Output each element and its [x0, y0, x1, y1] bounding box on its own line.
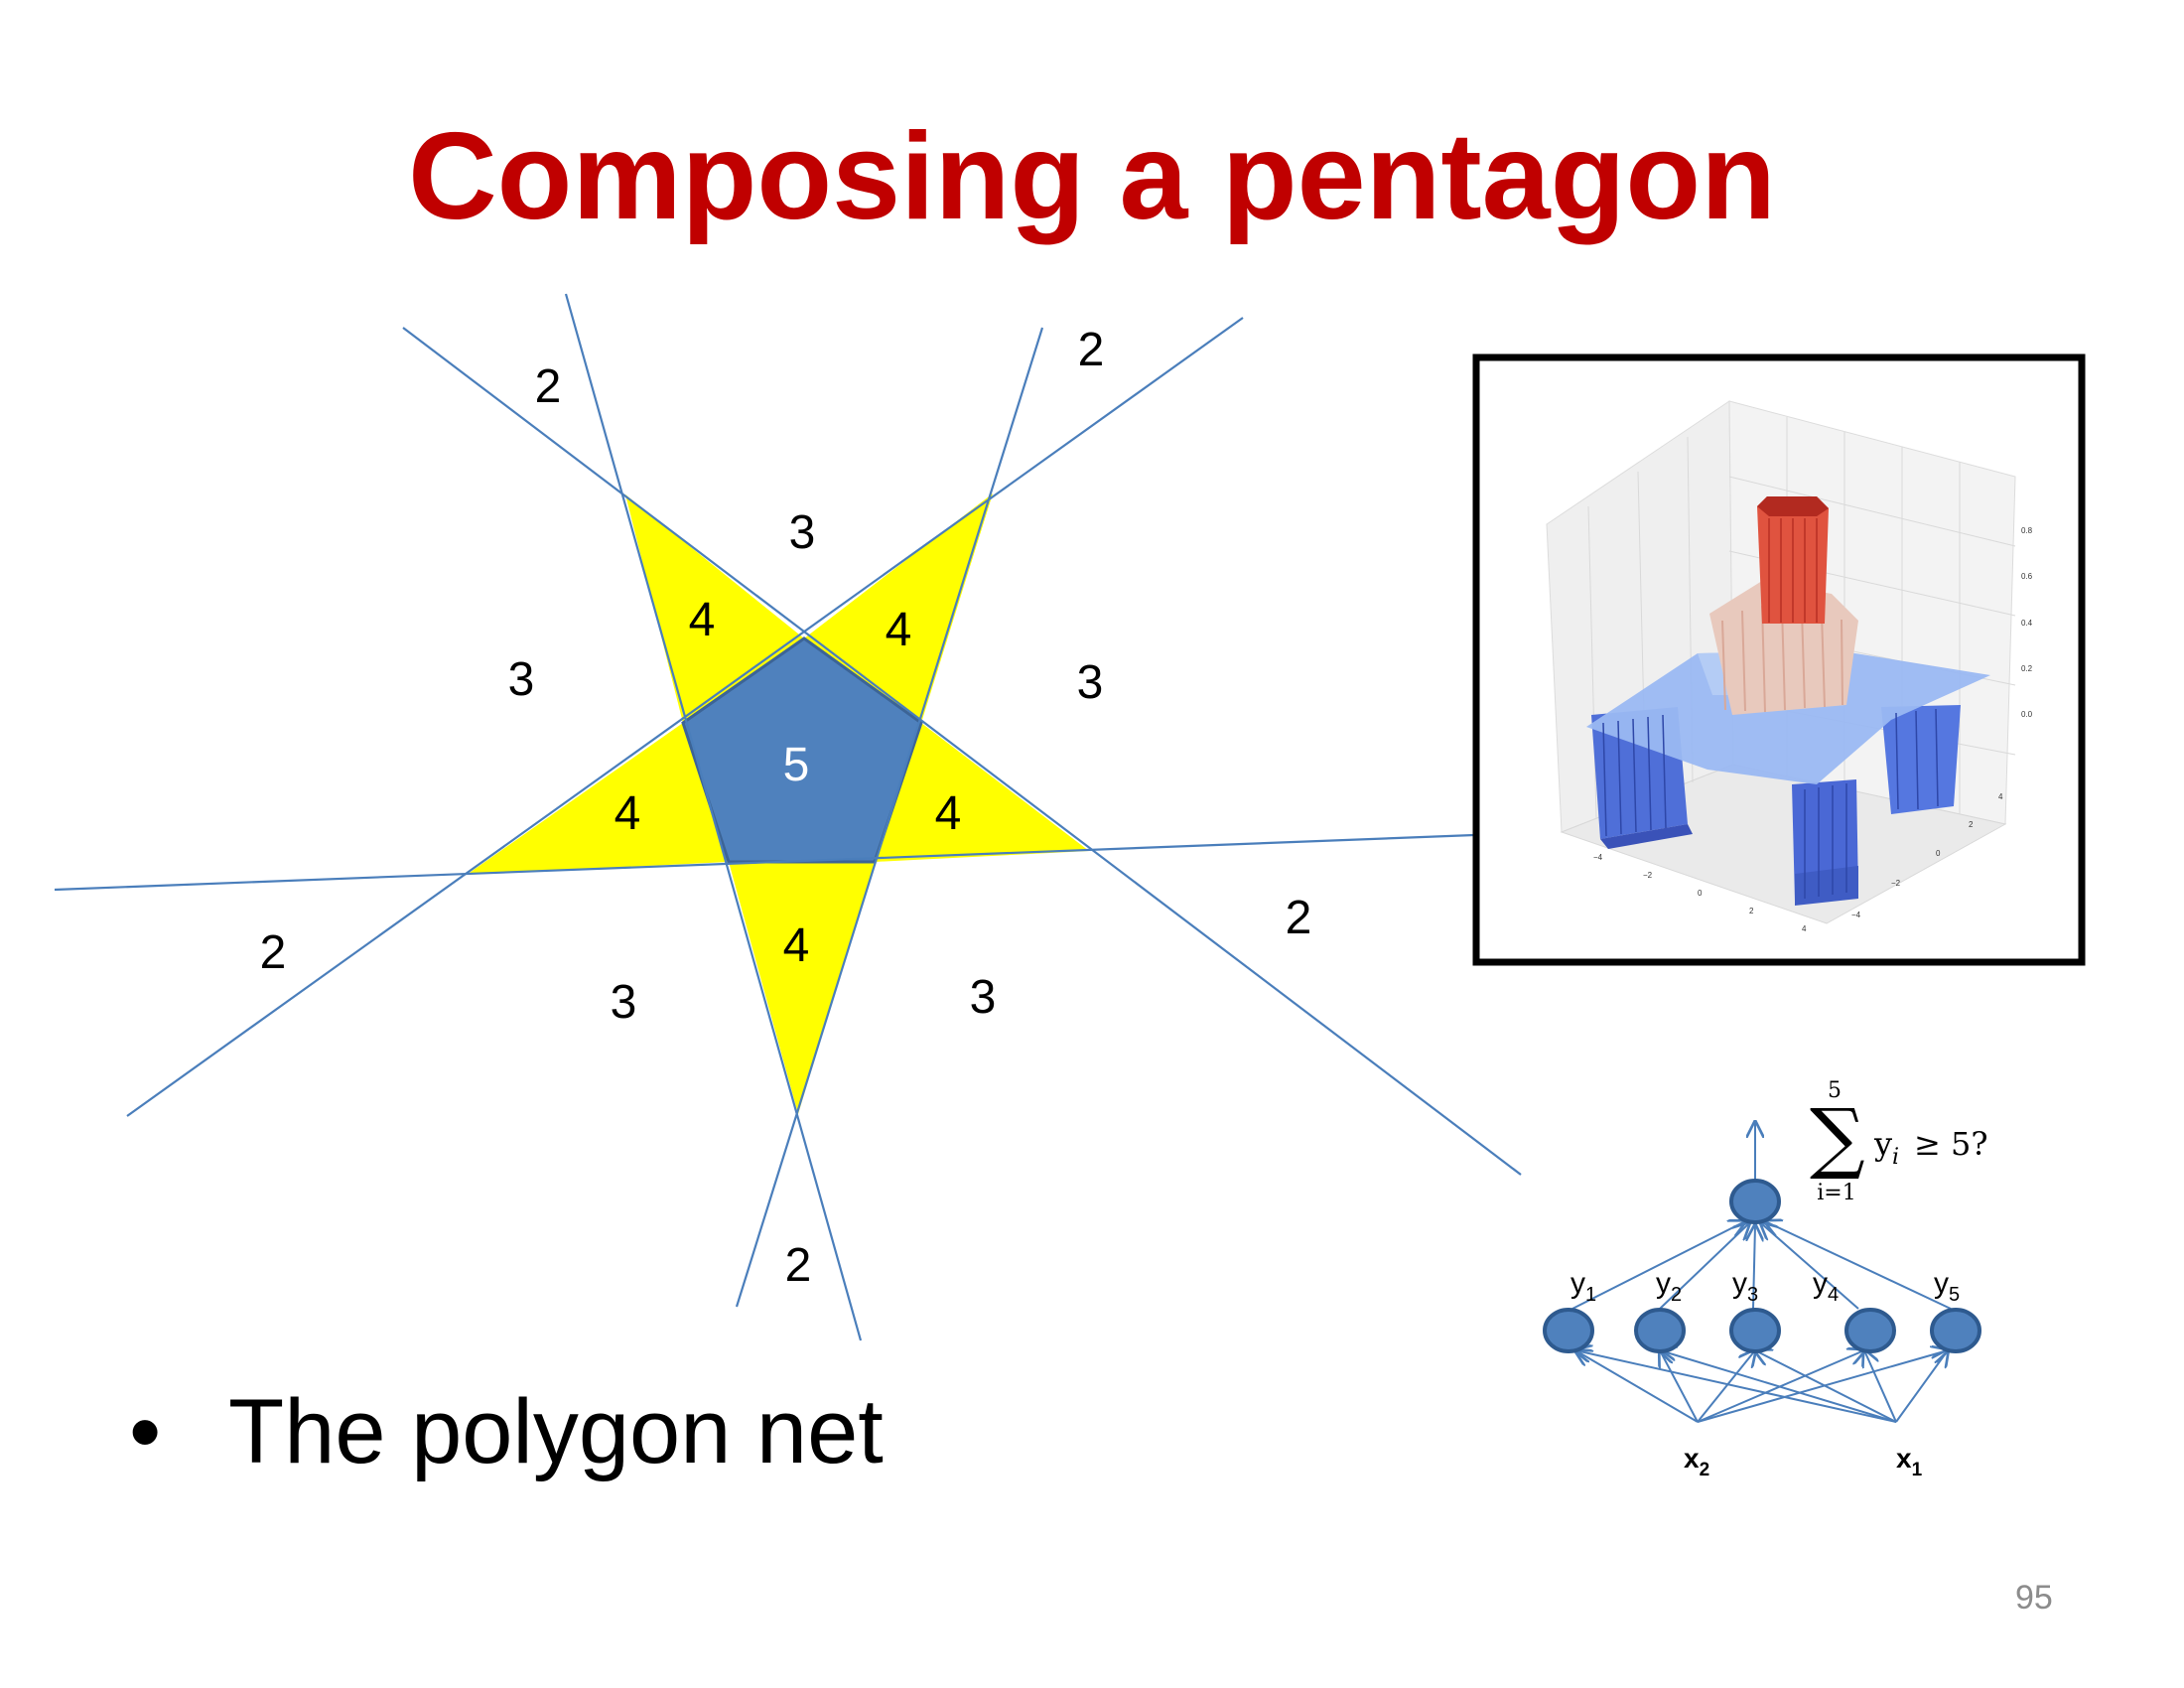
boundary-lines [54, 293, 1522, 1341]
input-labels: x2 x1 [1684, 1443, 1923, 1480]
triangle-bottom [729, 862, 875, 1114]
sum-lower-limit: i=1 [1817, 1181, 1855, 1205]
boundary-line-2 [564, 293, 863, 1341]
input-edges [1575, 1350, 1948, 1423]
z-tick-label: 0.0 [2021, 710, 2033, 719]
x-tick-label: 2 [1749, 907, 1754, 915]
svg-text:y5: y5 [1934, 1267, 1960, 1306]
triangle-left [467, 723, 729, 875]
bullet-point: • The polygon net [129, 1380, 884, 1484]
sum-condition: ≥ 5? [1914, 1125, 1988, 1163]
sum-sigma-symbol: ∑ [1810, 1093, 1865, 1183]
svg-text:y3: y3 [1732, 1267, 1758, 1306]
region-label-triangle: 4 [614, 787, 641, 840]
hidden-edges [1571, 1221, 1952, 1310]
region-label-middle: 3 [789, 506, 816, 559]
x-tick-label: 4 [1802, 924, 1807, 933]
region-label-outer: 2 [785, 1239, 812, 1292]
svg-text:y4: y4 [1813, 1267, 1839, 1306]
network-nodes [1543, 1179, 1981, 1353]
boundary-line-4 [126, 317, 1244, 1117]
triangle-right [875, 723, 1089, 862]
hidden-node-5 [1930, 1308, 1981, 1353]
slide-title: Composing a pentagon [408, 108, 1776, 245]
svg-text:y2: y2 [1656, 1267, 1682, 1306]
surface-peak-top [1757, 496, 1829, 516]
region-label-outer: 2 [260, 926, 287, 979]
svg-text:x1: x1 [1896, 1443, 1923, 1480]
region-label-middle: 3 [611, 976, 637, 1029]
surface-leg-ribs [1602, 708, 1939, 899]
page-number: 95 [2015, 1579, 2053, 1617]
region-label-triangle: 4 [886, 604, 912, 656]
region-label-triangle: 4 [689, 594, 716, 646]
surface-plateau [1586, 650, 1990, 784]
svg-text:y1: y1 [1570, 1267, 1596, 1306]
z-tick-label: 0.6 [2021, 572, 2033, 581]
sum-summand: y [1873, 1125, 1892, 1163]
hidden-node-2 [1634, 1308, 1686, 1353]
sum-upper-limit: 5 [1828, 1078, 1842, 1103]
surface-blue-legs [1591, 705, 1961, 906]
boundary-line-5 [54, 833, 1475, 892]
depth-tick-label: −2 [1891, 879, 1901, 888]
boundary-line-1 [402, 327, 1522, 1176]
surface-peak-ribs [1768, 518, 1818, 623]
x-tick-label: 0 [1698, 889, 1703, 898]
hidden-label: y [1656, 1267, 1671, 1300]
z-tick-label: 0.8 [2021, 526, 2033, 535]
depth-tick-label: 2 [1969, 820, 1974, 829]
region-label-middle: 3 [970, 971, 997, 1024]
hidden-node-1 [1543, 1308, 1594, 1353]
region-label-outer: 2 [1078, 324, 1105, 376]
bullet-dot-icon: • [129, 1381, 162, 1482]
hidden-labels: y1 y2 y3 y4 y5 [1570, 1267, 1960, 1306]
svg-text:x2: x2 [1684, 1443, 1709, 1480]
boundary-line-3 [735, 327, 1044, 1308]
output-formula: 5 ∑ i=1 y i ≥ 5? [1810, 1078, 1988, 1205]
depth-tick-label: −4 [1851, 911, 1861, 919]
sum-summand-subscript: i [1892, 1145, 1899, 1170]
region-label-triangle: 4 [935, 787, 962, 840]
region-label-middle: 3 [1077, 656, 1104, 709]
triangle-top-right [804, 493, 993, 723]
hidden-label: y [1934, 1267, 1949, 1300]
z-tick-label: 0.2 [2021, 664, 2033, 673]
hidden-label: y [1570, 1267, 1585, 1300]
hidden-label: y [1813, 1267, 1828, 1300]
surface-plot-inset: 0.0 0.2 0.4 0.6 0.8 −4 −2 0 2 4 −4 −2 0 … [1472, 353, 2086, 966]
bullet-text: The polygon net [228, 1381, 884, 1482]
x-tick-label: −4 [1593, 853, 1603, 862]
region-label-triangle: 4 [783, 919, 810, 972]
region-label-middle: 3 [508, 653, 535, 706]
network-diagram: 5 ∑ i=1 y i ≥ 5? y1 y2 y3 y4 y5 x2 x1 [1543, 1078, 1988, 1480]
hidden-node-4 [1844, 1308, 1896, 1353]
output-node [1729, 1179, 1781, 1224]
input-label: x [1684, 1443, 1700, 1474]
input-label: x [1896, 1443, 1912, 1474]
region-label-outer: 2 [535, 360, 562, 413]
hidden-label: y [1732, 1267, 1747, 1300]
region-label-center: 5 [783, 739, 810, 791]
plot-tick-labels: 0.0 0.2 0.4 0.6 0.8 −4 −2 0 2 4 −4 −2 0 … [1593, 526, 2033, 933]
depth-tick-label: 0 [1936, 849, 1941, 858]
region-label-outer: 2 [1286, 892, 1312, 944]
z-tick-label: 0.4 [2021, 619, 2033, 628]
x-tick-label: −2 [1643, 871, 1653, 880]
depth-tick-label: 4 [1998, 792, 2003, 801]
hidden-node-3 [1729, 1308, 1781, 1353]
